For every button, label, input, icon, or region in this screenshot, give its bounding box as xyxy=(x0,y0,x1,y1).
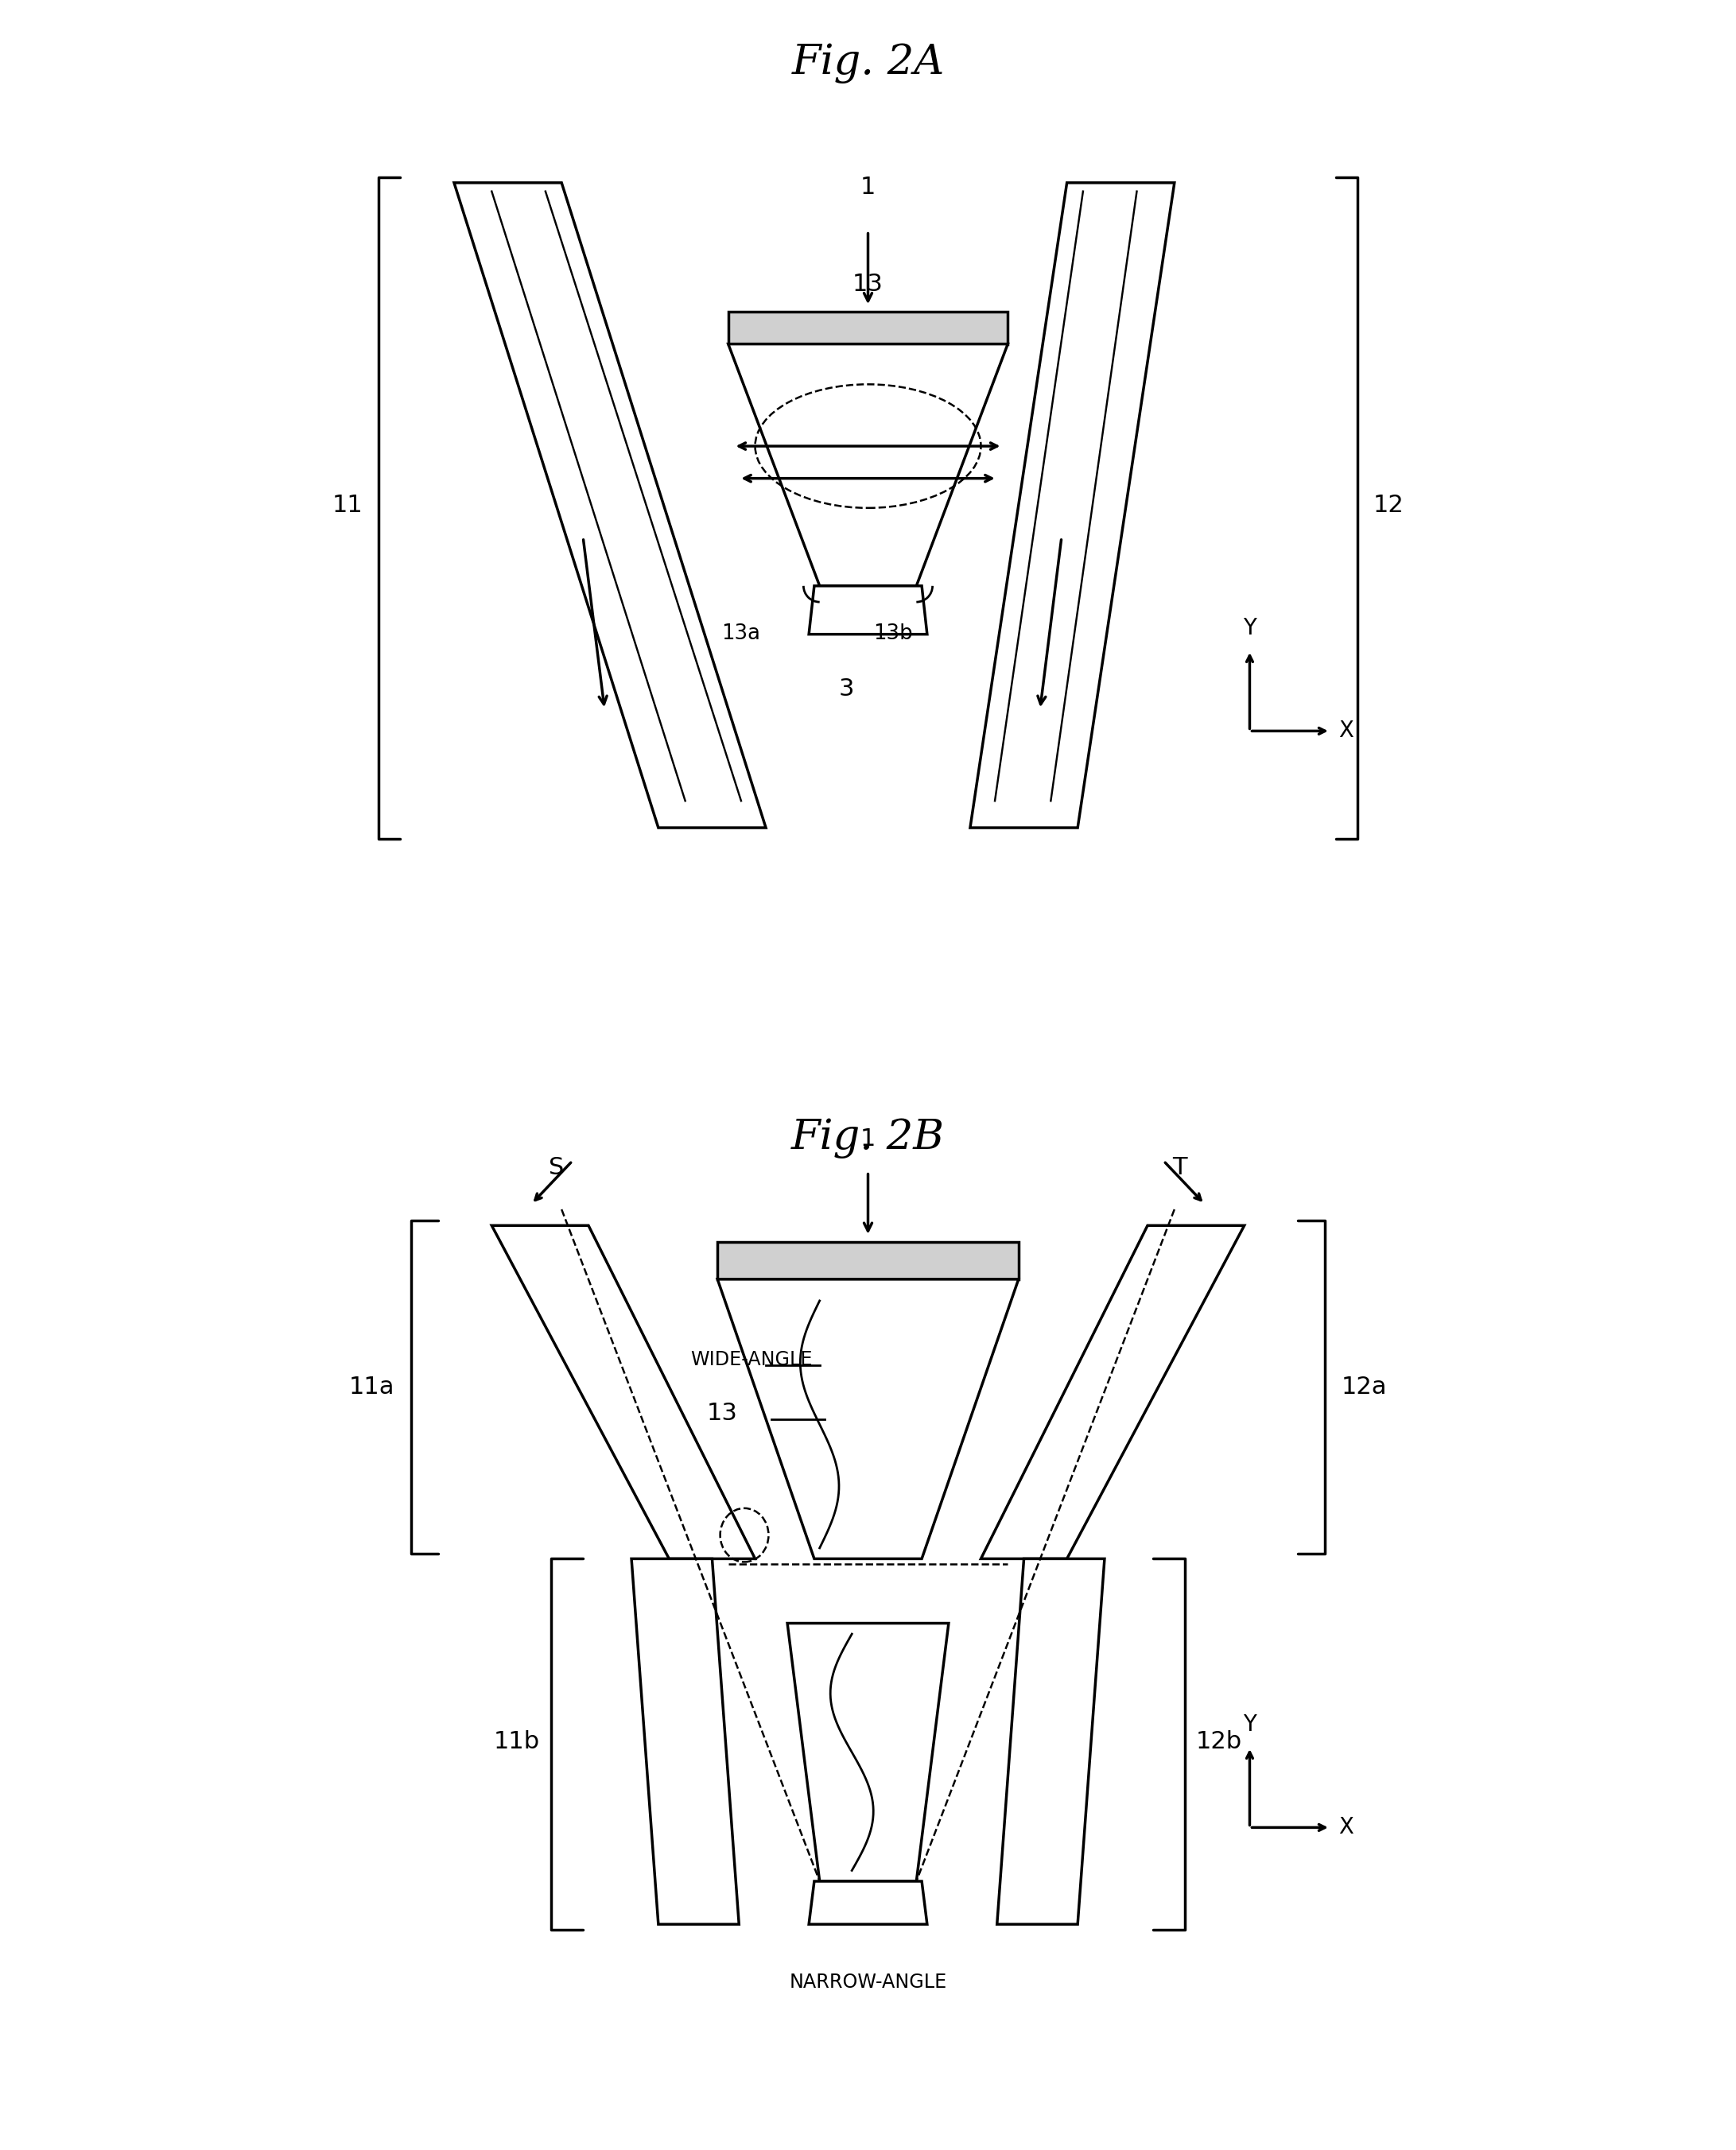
Text: X: X xyxy=(1338,720,1354,742)
Text: 12a: 12a xyxy=(1342,1376,1387,1398)
Polygon shape xyxy=(809,585,927,634)
Text: 11a: 11a xyxy=(349,1376,394,1398)
Text: X: X xyxy=(1338,1817,1354,1838)
Polygon shape xyxy=(809,1881,927,1924)
Text: 3: 3 xyxy=(838,677,854,701)
Polygon shape xyxy=(727,344,1009,585)
Text: 13: 13 xyxy=(707,1402,738,1425)
Text: 11: 11 xyxy=(332,495,363,516)
Text: 13b: 13b xyxy=(873,624,913,645)
Polygon shape xyxy=(491,1226,755,1559)
Text: Fig. 2A: Fig. 2A xyxy=(792,43,944,84)
Text: Y: Y xyxy=(1243,617,1257,641)
Polygon shape xyxy=(970,183,1175,828)
Polygon shape xyxy=(491,189,741,802)
Text: Y: Y xyxy=(1243,1714,1257,1737)
Polygon shape xyxy=(632,1559,740,1924)
Polygon shape xyxy=(455,183,766,828)
Text: 1: 1 xyxy=(861,1127,875,1150)
Text: T: T xyxy=(1172,1157,1187,1178)
Text: 1: 1 xyxy=(861,176,875,200)
Polygon shape xyxy=(717,1243,1019,1279)
Text: S: S xyxy=(549,1157,564,1178)
Polygon shape xyxy=(727,312,1009,344)
Text: Fig. 2B: Fig. 2B xyxy=(792,1118,944,1159)
Text: 12: 12 xyxy=(1373,495,1404,516)
Text: 12b: 12b xyxy=(1196,1731,1243,1752)
Text: 13: 13 xyxy=(852,273,884,295)
Polygon shape xyxy=(995,189,1137,802)
Text: 13a: 13a xyxy=(722,624,760,645)
Polygon shape xyxy=(788,1623,948,1881)
Polygon shape xyxy=(981,1226,1245,1559)
Text: 11b: 11b xyxy=(493,1731,540,1752)
Text: NARROW-ANGLE: NARROW-ANGLE xyxy=(790,1974,946,1991)
Text: WIDE-ANGLE: WIDE-ANGLE xyxy=(691,1350,812,1370)
Polygon shape xyxy=(996,1559,1104,1924)
Polygon shape xyxy=(717,1279,1019,1559)
